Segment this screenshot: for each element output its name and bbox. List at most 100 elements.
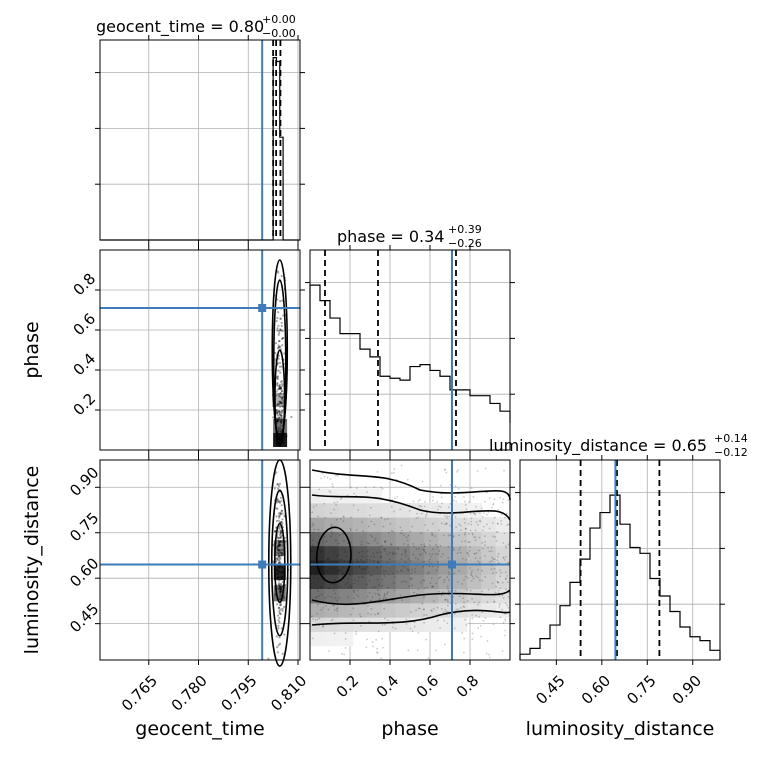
scatter-point — [471, 532, 474, 535]
scatter-point — [484, 540, 486, 543]
scatter-point — [390, 530, 393, 532]
density-cell — [324, 617, 340, 632]
scatter-point — [279, 587, 282, 590]
scatter-point — [435, 649, 438, 652]
scatter-point — [277, 542, 280, 545]
panel-frame — [99, 459, 301, 661]
scatter-point — [477, 560, 480, 563]
scatter-point — [279, 589, 282, 593]
scatter-point — [480, 635, 483, 638]
scatter-point — [386, 593, 389, 595]
scatter-point — [278, 440, 281, 443]
scatter-point — [463, 533, 466, 536]
scatter-point — [279, 587, 283, 591]
scatter-point — [484, 617, 487, 619]
scatter-point — [281, 383, 284, 386]
scatter-point — [326, 476, 329, 479]
scatter-point — [417, 588, 420, 591]
scatter-point — [421, 480, 424, 483]
scatter-point — [360, 624, 362, 627]
scatter-point — [280, 586, 283, 589]
scatter-point — [372, 552, 375, 555]
scatter-point — [278, 527, 281, 530]
scatter-point — [281, 544, 284, 547]
scatter-point — [484, 535, 486, 537]
scatter-point — [280, 576, 283, 579]
density-cell — [324, 517, 340, 532]
scatter-point — [274, 358, 277, 361]
scatter-point — [277, 569, 280, 572]
scatter-point — [332, 604, 334, 606]
scatter-point — [461, 631, 464, 634]
density-cell — [367, 545, 382, 561]
scatter-point — [454, 589, 457, 592]
scatter-point — [468, 549, 471, 552]
scatter-point — [337, 554, 340, 556]
scatter-point — [278, 611, 281, 614]
scatter-point — [330, 596, 333, 598]
scatter-point — [403, 534, 405, 537]
scatter-point — [419, 581, 422, 584]
scatter-point — [367, 612, 369, 615]
scatter-point — [404, 550, 407, 553]
scatter-point — [360, 558, 362, 561]
density-cell — [395, 574, 411, 590]
scatter-point — [507, 523, 510, 526]
scatter-point — [318, 595, 321, 597]
scatter-point — [440, 496, 443, 499]
title-geocent-time-minus: −0.00 — [262, 27, 296, 40]
scatter-point — [502, 498, 505, 501]
scatter-point — [488, 653, 490, 656]
scatter-point — [280, 421, 283, 424]
scatter-point — [344, 583, 347, 586]
scatter-point — [320, 608, 323, 611]
scatter-point — [393, 589, 396, 592]
density-cell — [324, 602, 340, 618]
scatter-point — [464, 575, 467, 578]
scatter-point — [374, 592, 377, 595]
scatter-point — [392, 572, 394, 575]
scatter-point — [371, 574, 374, 576]
scatter-point — [280, 499, 283, 503]
scatter-point — [504, 618, 506, 621]
scatter-point — [343, 540, 345, 543]
scatter-point — [276, 483, 279, 486]
scatter-point — [507, 543, 510, 546]
scatter-point — [496, 580, 499, 583]
scatter-point — [332, 589, 335, 592]
scatter-point — [472, 577, 475, 580]
scatter-point — [413, 621, 416, 624]
scatter-point — [492, 558, 495, 561]
scatter-point — [328, 587, 330, 590]
scatter-point — [330, 523, 333, 526]
scatter-point — [393, 471, 395, 474]
scatter-point — [395, 553, 398, 555]
scatter-point — [384, 623, 386, 626]
scatter-point — [278, 534, 282, 537]
scatter-point — [412, 500, 415, 503]
scatter-point — [431, 499, 434, 502]
scatter-point — [281, 540, 284, 544]
truth-point — [448, 560, 456, 569]
scatter-point — [329, 491, 332, 494]
scatter-point — [279, 532, 282, 535]
scatter-point — [443, 578, 446, 581]
scatter-point — [274, 530, 277, 533]
scatter-point — [276, 536, 279, 539]
scatter-point — [280, 420, 283, 423]
scatter-point — [276, 410, 279, 413]
scatter-point — [471, 613, 474, 616]
scatter-point — [504, 634, 506, 637]
scatter-point — [354, 566, 357, 569]
scatter-point — [470, 517, 473, 520]
scatter-point — [279, 401, 283, 405]
scatter-point — [278, 413, 281, 416]
scatter-point — [281, 509, 284, 512]
density-cell — [410, 517, 425, 532]
scatter-point — [279, 424, 282, 427]
scatter-point — [432, 522, 434, 525]
scatter-point — [437, 565, 440, 568]
scatter-point — [280, 396, 283, 400]
scatter-point — [275, 420, 279, 423]
scatter-point — [375, 566, 378, 569]
